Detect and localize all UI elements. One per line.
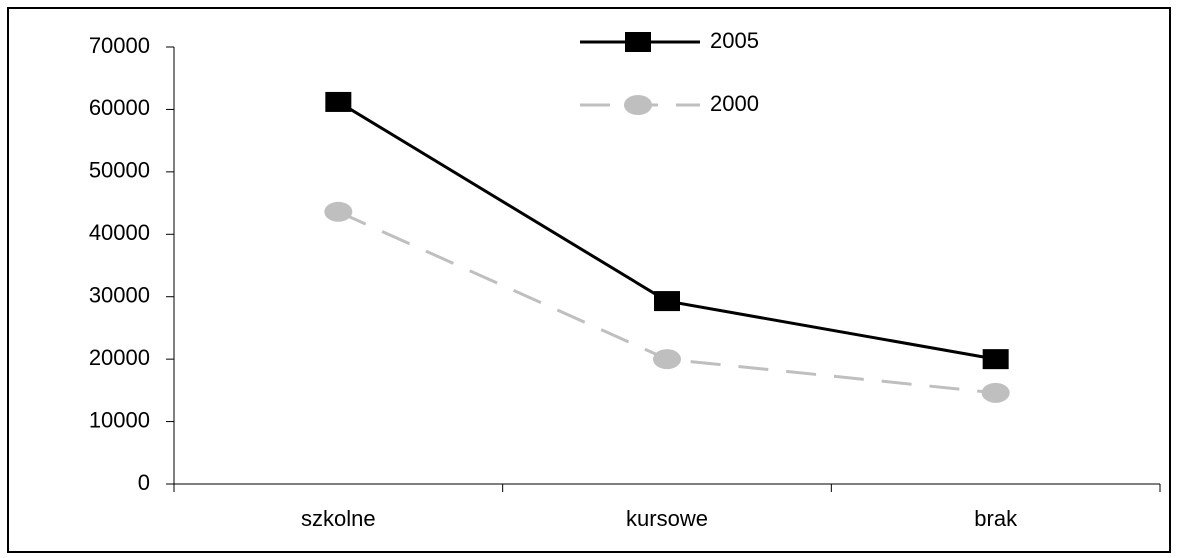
data-point: [324, 201, 353, 222]
legend-label: 2000: [710, 91, 759, 116]
x-tick-label: brak: [974, 506, 1018, 531]
y-tick-label: 0: [138, 470, 150, 495]
legend-label: 2005: [710, 28, 759, 53]
data-point: [325, 91, 352, 112]
x-tick-label: szkolne: [301, 506, 376, 531]
y-tick-label: 20000: [89, 345, 150, 370]
data-point: [653, 349, 681, 370]
legend-marker: [625, 32, 651, 52]
chart-frame: [7, 7, 1171, 553]
legend-marker: [624, 95, 652, 115]
x-tick-label: kursowe: [626, 506, 708, 531]
y-tick-label: 40000: [89, 220, 150, 245]
data-point: [982, 349, 1009, 370]
y-tick-label: 60000: [89, 95, 150, 120]
data-point: [654, 291, 680, 312]
y-tick-label: 70000: [89, 33, 150, 58]
y-tick-label: 50000: [89, 158, 150, 183]
y-tick-label: 30000: [89, 283, 150, 308]
y-tick-label: 10000: [89, 407, 150, 432]
data-point: [981, 382, 1010, 403]
